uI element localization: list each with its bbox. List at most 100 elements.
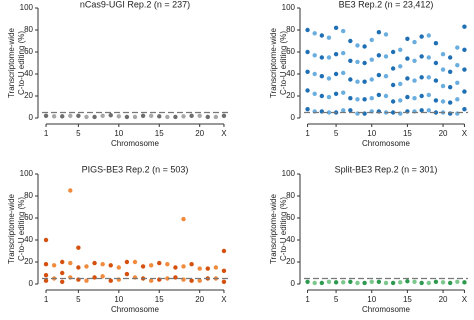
point (440, 52, 446, 57)
point (326, 76, 332, 81)
x-tick-label: 15 (155, 295, 164, 304)
point (405, 56, 410, 61)
y-axis-label: Transcriptome-wide (269, 27, 278, 97)
point (341, 108, 346, 113)
point (355, 59, 360, 65)
point (157, 260, 162, 266)
point (326, 110, 332, 115)
point (390, 99, 396, 104)
point (412, 78, 417, 83)
point (398, 280, 403, 285)
point (398, 98, 403, 103)
point (333, 52, 339, 57)
y-tick-label: 20 (286, 257, 295, 266)
y-tick-label: 40 (24, 69, 33, 78)
point (383, 74, 389, 79)
point (369, 77, 374, 82)
point (68, 113, 73, 119)
point (84, 114, 89, 120)
point (326, 35, 332, 40)
point (326, 94, 332, 100)
point (43, 262, 49, 267)
y-tick-label: 60 (24, 47, 33, 56)
point (108, 263, 113, 268)
y-tick-label: 100 (20, 169, 34, 178)
panel-title: BE3 Rep.2 (n = 23,412) (339, 0, 434, 9)
x-tick-label: X (462, 129, 468, 138)
point (355, 97, 360, 102)
y-tick-label: 60 (286, 213, 295, 222)
point (148, 113, 154, 119)
point (390, 280, 396, 286)
point (419, 75, 424, 80)
y-tick-label: 20 (24, 257, 33, 266)
point (60, 279, 65, 284)
point (398, 64, 403, 69)
point (116, 265, 122, 270)
point (341, 28, 346, 34)
point (341, 50, 346, 56)
point (173, 114, 178, 120)
point (447, 100, 453, 105)
x-tick-label: 1 (44, 129, 49, 138)
y-tick-label: 20 (286, 91, 295, 100)
point (433, 279, 439, 284)
x-tick-label: 1 (305, 129, 310, 138)
point (124, 114, 130, 120)
point (305, 107, 310, 112)
point (132, 259, 138, 265)
point (440, 83, 446, 89)
y-tick-label: 60 (24, 213, 33, 222)
y-axis-label: Transcriptome-wide (269, 193, 278, 263)
point (312, 71, 317, 77)
point (221, 248, 227, 254)
y-tick-label: 100 (282, 169, 296, 178)
x-tick-label: 5 (334, 295, 339, 304)
point (419, 280, 424, 286)
x-tick-label: 10 (114, 129, 123, 138)
point (341, 280, 346, 285)
point (412, 58, 417, 63)
x-tick-label: 20 (439, 295, 448, 304)
point (405, 76, 410, 81)
point (305, 27, 310, 33)
panel-title: PIGS-BE3 Rep.2 (n = 503) (82, 164, 189, 174)
y-tick-label: 0 (29, 113, 34, 122)
x-axis-label: Chromosome (111, 139, 160, 148)
point (173, 275, 178, 280)
point (197, 278, 202, 283)
point (348, 279, 353, 284)
point (455, 80, 460, 86)
point (326, 279, 332, 284)
point (305, 88, 310, 93)
y-tick-label: 60 (286, 47, 295, 56)
point (455, 45, 460, 50)
y-axis-label: C-to-U editing (%) (17, 31, 26, 95)
point (51, 263, 57, 268)
point (84, 264, 89, 269)
y-tick-label: 80 (24, 191, 33, 200)
point (76, 113, 81, 119)
point (369, 279, 374, 284)
point (116, 114, 122, 119)
point (362, 60, 367, 66)
x-tick-label: 1 (44, 295, 49, 304)
point (148, 278, 154, 283)
point (181, 114, 186, 119)
point (165, 262, 170, 267)
point (305, 49, 310, 55)
point (426, 33, 431, 38)
y-tick-label: 40 (24, 235, 33, 244)
point (326, 55, 332, 60)
point (426, 55, 431, 60)
point (383, 93, 389, 99)
point (419, 93, 424, 99)
y-tick-label: 20 (24, 91, 33, 100)
point (433, 41, 439, 46)
point (447, 69, 453, 75)
point (124, 259, 130, 265)
y-axis-label: C-to-U editing (%) (279, 197, 288, 261)
point (173, 265, 178, 270)
y-axis-label: C-to-U editing (%) (17, 197, 26, 261)
x-tick-label: X (221, 129, 227, 138)
